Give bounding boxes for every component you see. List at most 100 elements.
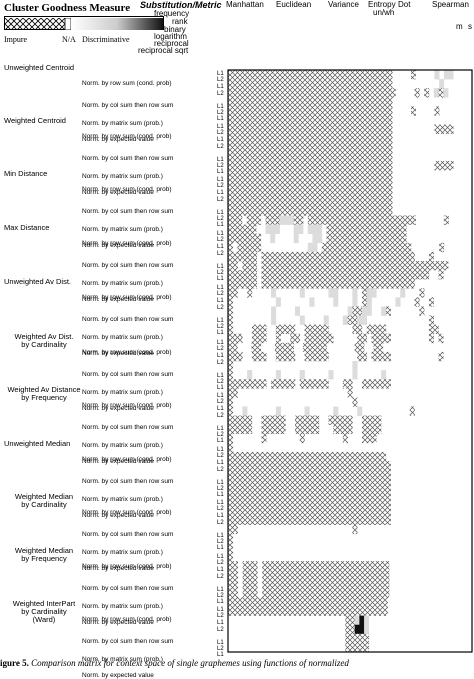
heatmap-cell [251,206,257,216]
metric-level-marker: L1 [217,393,224,399]
heatmap-cell [261,488,267,498]
heatmap-cell [317,179,323,189]
heatmap-cell [266,88,272,98]
heatmap-cell [294,424,301,435]
heatmap-cell [274,197,280,207]
heatmap-cell [252,570,258,580]
heatmap-cell [347,270,353,280]
heatmap-cell [256,133,262,144]
heatmap-cell [266,270,272,280]
heatmap-cell [289,197,294,207]
heatmap-cell [366,251,372,262]
legend-impure-label: Impure [4,35,28,44]
normalization-label: Norm. by expected value [82,405,154,412]
heatmap-cell [378,70,384,80]
heatmap-cell [373,342,379,353]
heatmap-cell [382,233,388,244]
heatmap-cell [228,606,233,616]
heatmap-cell [270,133,276,144]
heatmap-cell [232,288,238,298]
heatmap-cell [419,260,425,271]
heatmap-cell [242,88,248,98]
heatmap-cell [298,124,304,134]
heatmap-cell [340,588,346,598]
heatmap-cell [323,497,329,507]
metric-level-marker: L2 [217,613,224,619]
heatmap-cell [373,97,379,107]
heatmap-cell [361,279,368,289]
heatmap-cell [321,197,327,207]
legend-title: Cluster Goodness Measure [4,2,131,14]
heatmap-cell [443,160,449,171]
heatmap-cell [359,242,365,253]
heatmap-cell [364,206,370,216]
heatmap-cell [270,79,276,89]
metric-level-marker: L1 [217,500,224,506]
metric-level-marker: L1 [217,438,224,444]
heatmap-cell [314,351,320,362]
heatmap-cell [345,642,351,653]
heatmap-cell [376,351,382,362]
heatmap-cell [261,379,267,389]
heatmap-cell [357,88,363,98]
heatmap-cell [232,270,238,280]
heatmap-cell [368,79,374,89]
heatmap-cell [301,579,307,589]
heatmap-cell [284,151,290,162]
heatmap-cell [385,270,391,280]
heatmap-cell [303,106,309,116]
heatmap-cell [400,251,406,262]
heatmap-cell [293,179,299,189]
heatmap-cell [228,306,234,316]
heatmap-cell [364,115,370,125]
heatmap-cell [382,606,388,616]
normalization-label: Norm. by row sum (cond. prob) [82,456,172,463]
heatmap-cell [317,70,323,80]
heatmap-cell [369,588,375,598]
heatmap-cell [310,588,317,598]
heatmap-cell [256,242,262,253]
heatmap-cell [411,215,416,225]
heatmap-cell [328,251,334,262]
heatmap-cell [260,115,266,125]
heatmap-cell [247,470,253,480]
heatmap-cell [242,497,248,507]
heatmap-cell [314,470,320,480]
heatmap-cell [312,106,318,116]
heatmap-cell [331,151,337,162]
heatmap-cell [357,406,363,416]
heatmap-cell [439,242,445,253]
heatmap-cell [405,279,411,289]
heatmap-cell [331,188,337,198]
heatmap-cell [298,70,304,80]
heatmap-cell [237,179,243,189]
heatmap-cell [361,515,368,525]
heatmap-cell [323,488,329,498]
heatmap-cell [350,224,355,234]
heatmap-cell [307,142,313,153]
heatmap-cell [390,88,396,98]
heatmap-cell [350,615,355,626]
normalization-label: Norm. by row sum (cond. prob) [82,186,172,193]
heatmap-cell [352,315,358,325]
heatmap-cell [228,260,234,271]
heatmap-cell [392,242,398,253]
heatmap-cell [251,197,257,207]
substitution-title: Substitution/Metric [140,0,222,10]
heatmap-cell [237,506,243,516]
heatmap-cell [290,270,296,280]
heatmap-cell [361,488,368,498]
heatmap-cell [361,288,368,298]
metric-level-marker: L2 [217,270,224,276]
heatmap-cell [345,170,351,180]
heatmap-cell [321,342,327,353]
heatmap-cell [294,279,301,289]
heatmap-cell [317,206,323,216]
heatmap-cell [232,333,238,344]
heatmap-cell [350,179,355,189]
heatmap-cell [347,315,353,325]
heatmap-cell [369,570,375,580]
heatmap-cell [228,170,233,180]
normalization-label: Norm. by row sum (cond. prob) [82,133,172,140]
heatmap-cell [242,251,248,262]
